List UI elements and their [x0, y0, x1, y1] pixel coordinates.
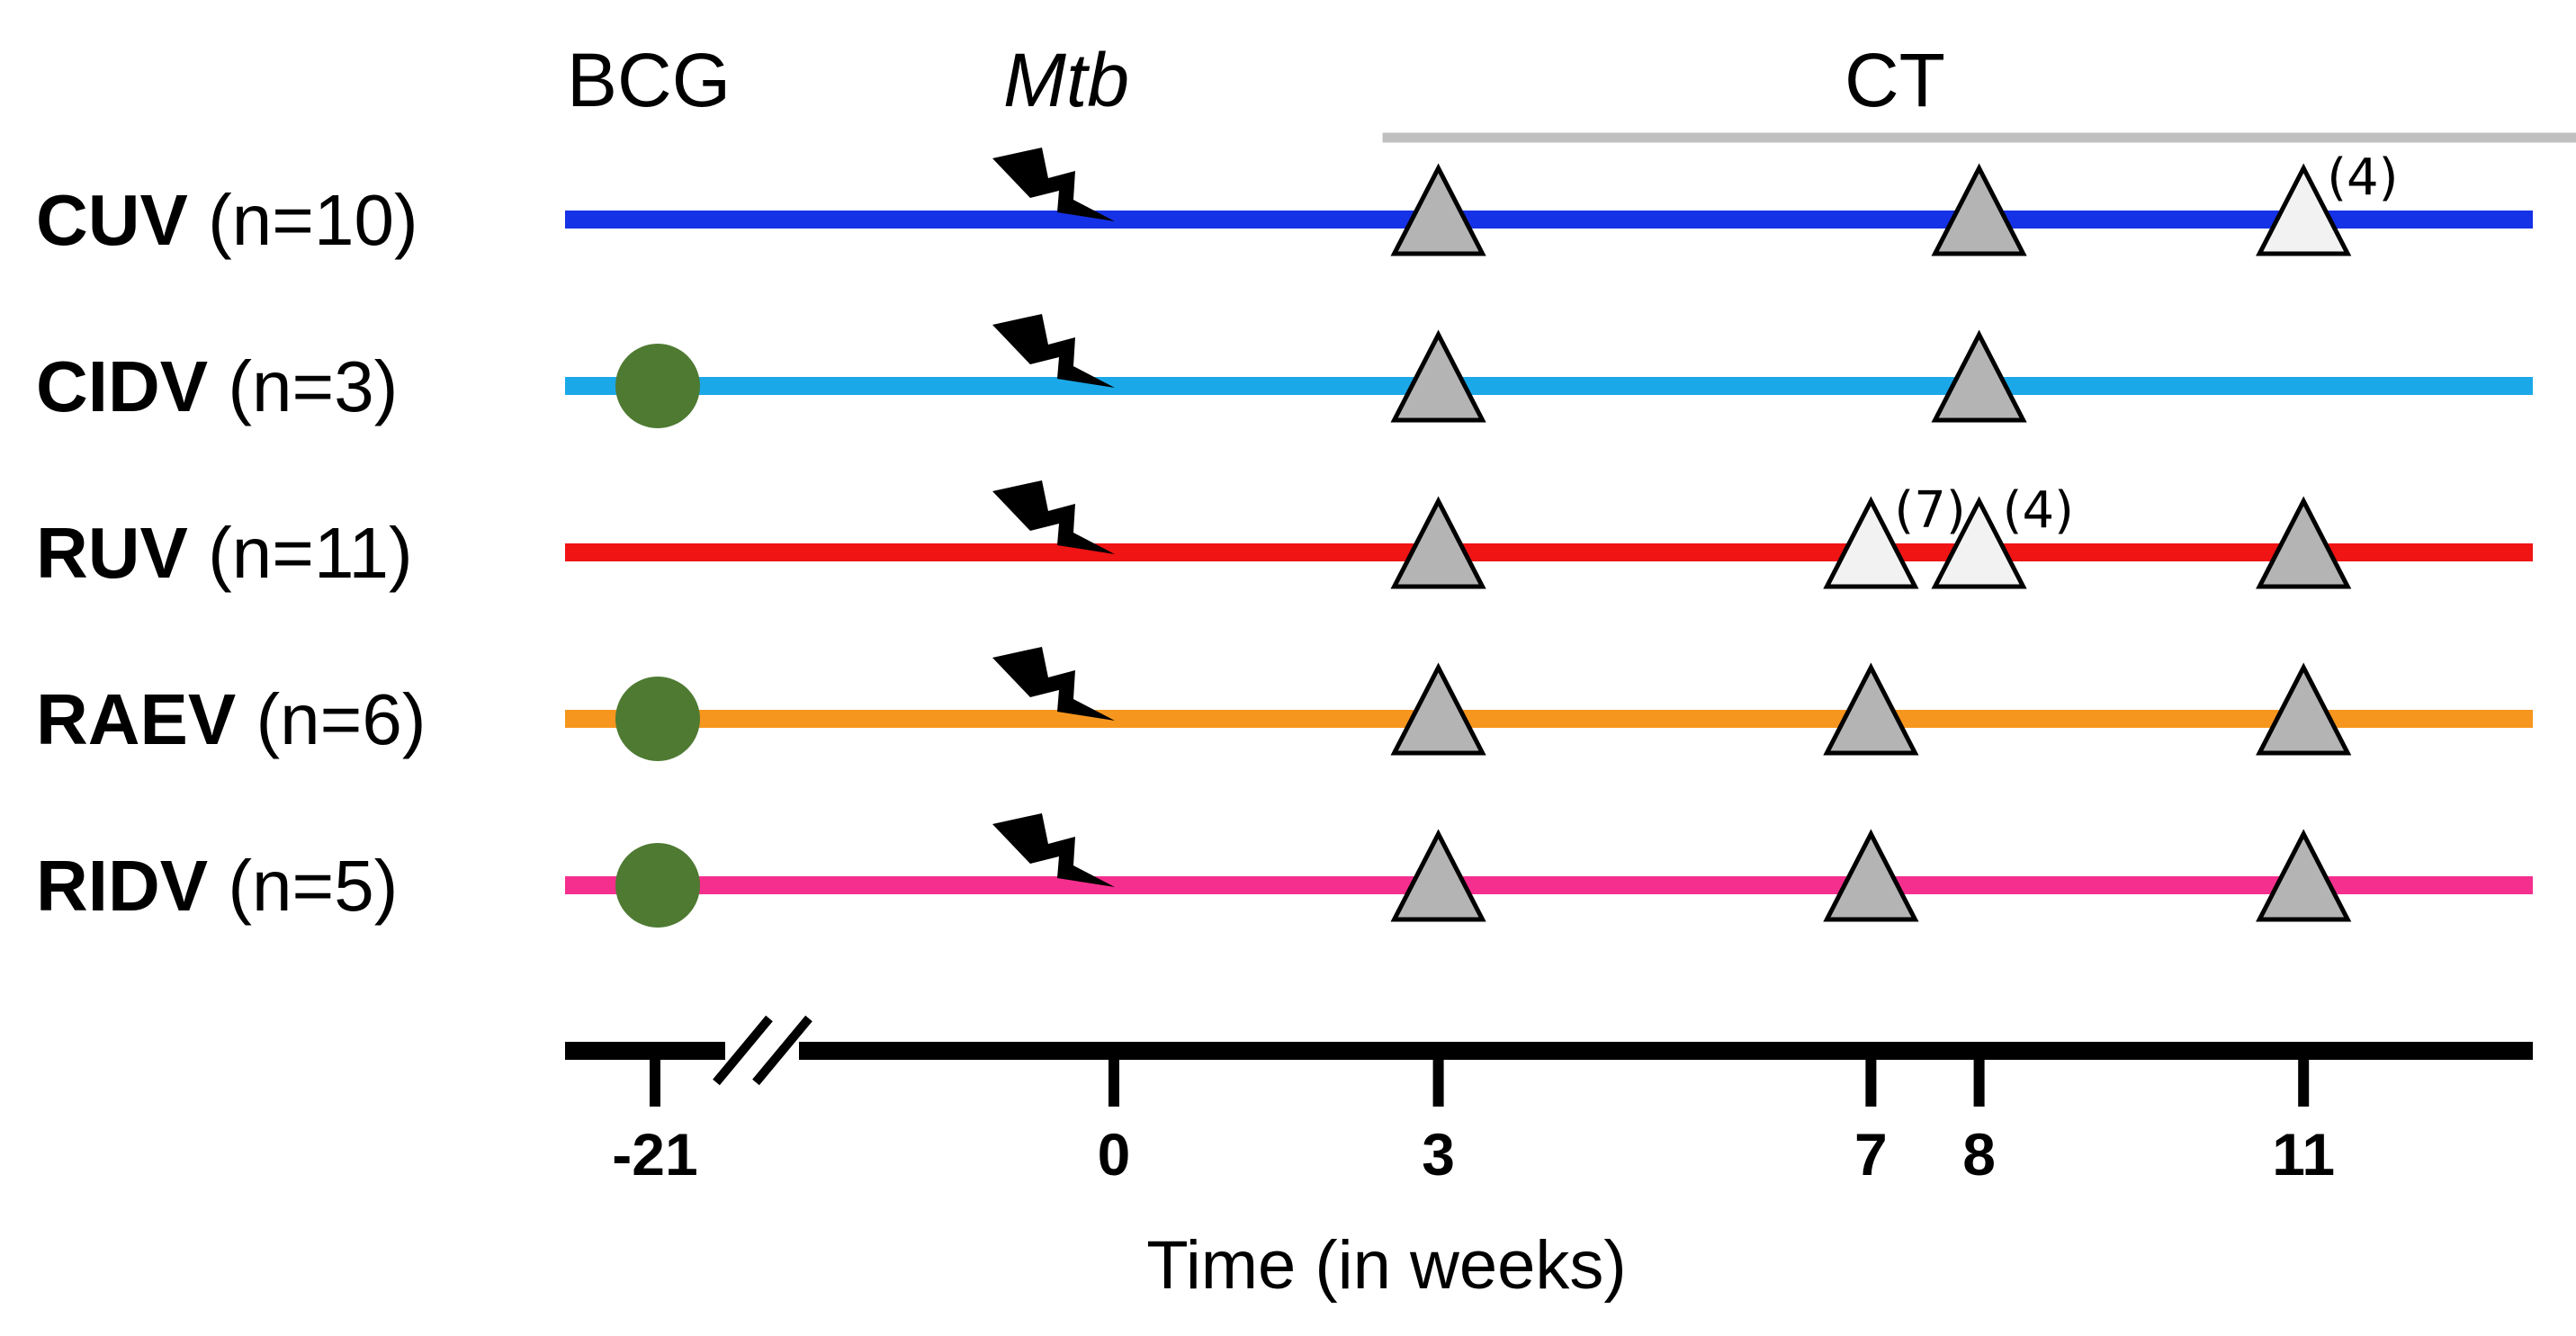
group-n-label: (n=6)	[236, 679, 426, 759]
group-n-label: (n=3)	[208, 346, 398, 426]
ct-scan-count-label: (4)	[2327, 148, 2398, 207]
mtb-infection-lightning-icon	[992, 480, 1115, 554]
axis-tick-label: 3	[1422, 1121, 1455, 1188]
ct-scan-triangle	[1390, 496, 1486, 589]
group-row-cuv: CUV (n=10)(4)(6)	[36, 148, 2533, 260]
mtb-header: Mtb	[1003, 38, 1129, 122]
ct-scan-triangle	[2256, 829, 2352, 922]
ct-scan-triangle	[2256, 662, 2352, 756]
group-name: CUV	[36, 180, 188, 260]
ct-scan-count-label: (4)	[2003, 481, 2074, 540]
axis-break-mark	[752, 1015, 812, 1086]
group-row-ruv: RUV (n=11)(7)(4)(4)	[36, 480, 2533, 593]
axis-tick-label: 8	[1962, 1121, 1996, 1188]
mtb-infection-lightning-icon	[992, 813, 1115, 887]
axis-tick-label: 7	[1854, 1121, 1888, 1188]
bcg-header: BCG	[567, 38, 731, 122]
axis-tick-label: 11	[2272, 1121, 2335, 1188]
ct-scan-triangle	[1931, 163, 2027, 256]
ct-scan-triangle	[1823, 496, 1919, 589]
ct-scan-triangle	[1390, 329, 1486, 423]
ct-scan-triangle	[1390, 163, 1486, 256]
group-n-label: (n=10)	[188, 180, 418, 260]
group-rows: CUV (n=10)(4)(6)CIDV (n=3)RUV (n=11)(7)(…	[36, 148, 2533, 928]
ct-scan-triangle	[1823, 662, 1919, 756]
bcg-vaccination-dot	[615, 344, 700, 428]
axis-break-mark	[713, 1015, 773, 1086]
group-label: RAEV (n=6)	[36, 679, 426, 759]
mtb-infection-lightning-icon	[992, 314, 1115, 388]
time-axis: -210378111516	[565, 1015, 2533, 1188]
group-row-cidv: CIDV (n=3)	[36, 314, 2533, 428]
group-n-label: (n=5)	[208, 846, 398, 926]
ct-scan-triangle	[1823, 829, 1919, 922]
ct-scan-count-label: (7)	[1894, 481, 1965, 540]
axis-title: Time (in weeks)	[1146, 1227, 1626, 1304]
group-name: RAEV	[36, 679, 236, 759]
group-name: RIDV	[36, 846, 208, 926]
ct-scan-triangle	[1931, 329, 2027, 423]
ct-scan-triangle	[1931, 496, 2027, 589]
group-name: CIDV	[36, 346, 208, 426]
group-label: CIDV (n=3)	[36, 346, 398, 426]
ct-scan-triangle	[1390, 829, 1486, 922]
group-row-raev: RAEV (n=6)(5)	[36, 647, 2533, 761]
bcg-vaccination-dot	[615, 843, 700, 928]
bcg-vaccination-dot	[615, 677, 700, 761]
group-n-label: (n=11)	[188, 513, 413, 593]
ct-scan-triangle	[2256, 163, 2352, 256]
group-label: RIDV (n=5)	[36, 846, 398, 926]
group-row-ridv: RIDV (n=5)	[36, 813, 2533, 928]
group-label: RUV (n=11)	[36, 513, 413, 593]
group-label: CUV (n=10)	[36, 180, 418, 260]
mtb-infection-lightning-icon	[992, 148, 1115, 221]
axis-tick-label: 0	[1098, 1121, 1131, 1188]
ct-scan-triangle	[2256, 496, 2352, 589]
ct-scan-triangle	[1390, 662, 1486, 756]
mtb-infection-lightning-icon	[992, 647, 1115, 721]
ct-header: CT	[1844, 38, 1945, 122]
group-name: RUV	[36, 513, 188, 593]
axis-tick-label: -21	[612, 1121, 697, 1188]
